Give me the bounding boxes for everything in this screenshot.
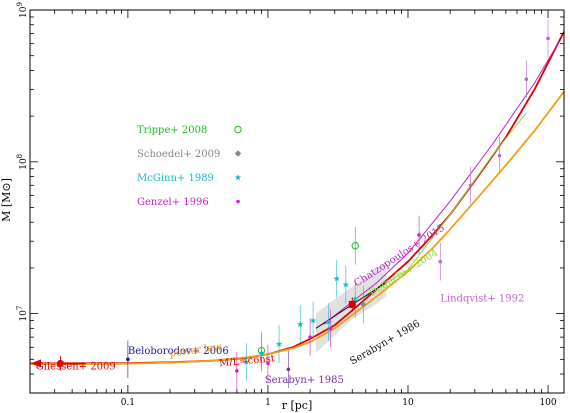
annotation-beloborodov-2006: Beloborodov+ 2006 [128,346,229,357]
beloborodov-2006-points [126,340,130,379]
mcginn-1989-point [342,281,350,288]
mcginn-1989-point [309,317,317,324]
legend-marker-trippe-2008 [234,125,242,134]
x-tick-label: 1 [265,398,271,408]
genzel-1996-point [235,369,239,373]
legend-marker-mcginn-1989 [234,174,242,181]
legend: Trippe+ 2008 Schoedel+ 2009 McGinn+ 1989 Ge… [137,125,242,208]
x-axis-label: r [pc] [282,399,313,412]
serabyn-1985-point [286,367,291,372]
m-l-const-line [30,31,565,365]
legend-label-mcginn-1989: McGinn+ 1989 [137,173,214,184]
power-law-line [29,91,565,365]
deguchi-2004-line [365,112,527,297]
legend-marker-schoedel-2009 [234,150,242,157]
marker-layer [56,19,550,390]
legend-marker-genzel-1996 [236,199,240,204]
gilessen-2009-highlight-point [56,359,64,367]
y-tick-label: 108 [16,154,29,170]
beloborodov-2006-point [126,357,130,362]
genzel-1996-point [266,361,270,366]
genzel-1996-point [417,233,421,237]
schoedel-2009-points [360,285,367,324]
legend-label-genzel-1996: Genzel+ 1996 [137,197,209,208]
annotation-serabyn-1986: Serabyn+ 1986 [348,318,422,367]
annotation-m-l-const: M/L=const [219,353,276,369]
mcginn-1989-point [243,358,250,365]
mcginn-1989-point [275,340,283,347]
axis-layer: 0.1 1 10 100 107 108 109 [16,2,564,408]
legend-label-trippe-2008: Trippe+ 2008 [137,125,207,136]
lindqvist-1992-point [438,259,443,264]
mcginn-1989-point [351,295,359,302]
y-tick-label: 107 [16,306,29,322]
trippe-2008-point [351,242,359,250]
lindqvist-1992-point [546,36,550,41]
y-tick-label: 109 [16,2,29,18]
arrow-head [31,359,41,368]
genzel-1996-point [308,335,312,339]
mcginn-1989-point [296,320,304,328]
mcginn-1989-point [325,318,332,325]
plot-frame [29,9,565,394]
genzel-1996-points [235,216,421,390]
annotation-serabyn-1985: Serabyn+ 1985 [265,375,344,386]
series-layer [29,31,565,368]
lindqvist-1992-point [497,153,502,158]
x-tick-label: 100 [539,398,556,408]
annotation-gilessen-2009: Gilessen+ 2009 [36,361,116,372]
mcginn-1989-points [243,259,359,381]
mcginn-1989-point [333,275,340,282]
lindqvist-1992-point [524,77,529,82]
genzel-1996-point [328,326,333,331]
serabyn-1985-points [286,350,291,389]
schoedel-2009-highlight-point [348,300,356,308]
x-tick-label: 0.1 [121,398,135,408]
lindqvist-1992-point [468,183,473,188]
x-tick-label: 10 [402,398,414,408]
lindqvist-1992-points [438,19,550,281]
annotation-lindqvist-1992: Lindqvist+ 1992 [440,294,524,305]
y-axis-label: M [M⊙] [0,178,13,222]
legend-label-schoedel-2009: Schoedel+ 2009 [137,149,220,160]
mcginn-1989-point [258,349,265,356]
schoedel-2009-point [360,301,367,308]
